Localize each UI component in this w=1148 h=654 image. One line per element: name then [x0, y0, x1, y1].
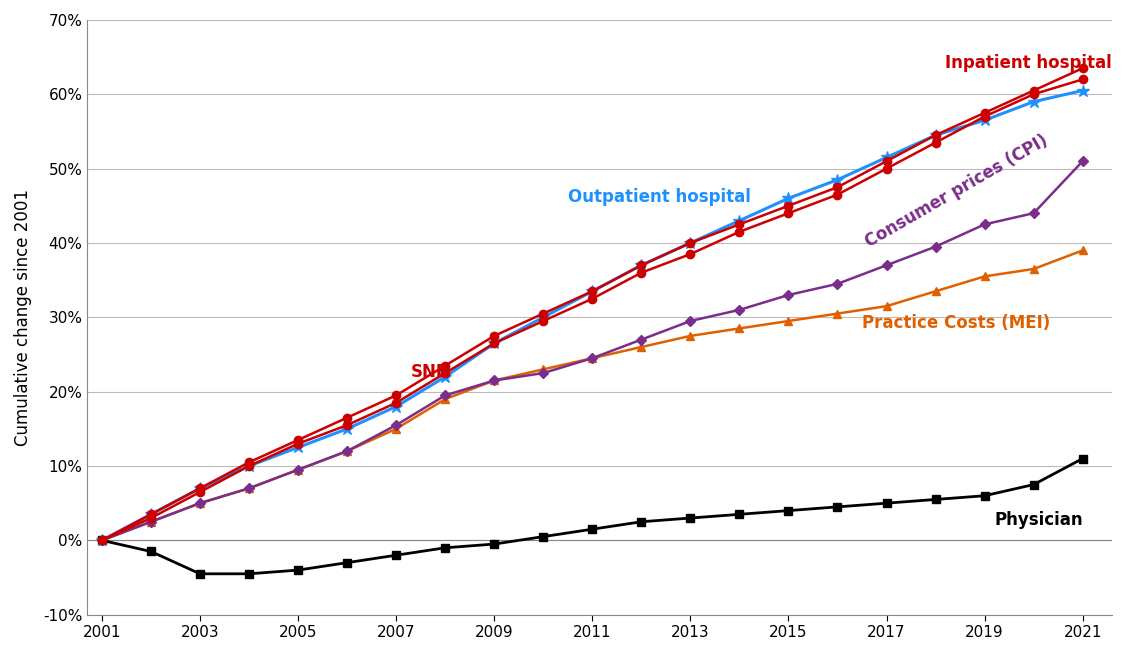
Text: Practice Costs (MEI): Practice Costs (MEI) — [862, 315, 1050, 332]
Text: Inpatient hospital: Inpatient hospital — [945, 54, 1112, 72]
Text: Physician: Physician — [994, 511, 1083, 530]
Y-axis label: Cumulative change since 2001: Cumulative change since 2001 — [14, 189, 32, 446]
Text: Outpatient hospital: Outpatient hospital — [568, 188, 751, 206]
Text: SNF: SNF — [411, 363, 448, 381]
Text: Consumer prices (CPI): Consumer prices (CPI) — [862, 131, 1052, 250]
